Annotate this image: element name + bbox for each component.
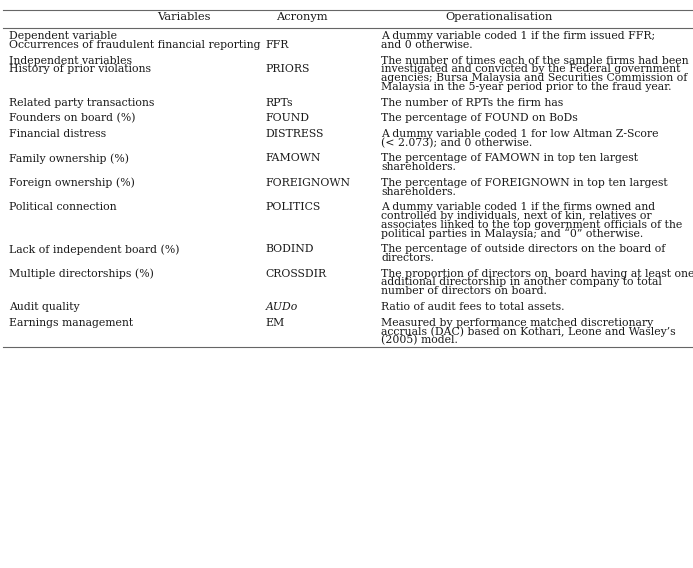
Text: and 0 otherwise.: and 0 otherwise. <box>381 40 473 50</box>
Text: number of directors on board.: number of directors on board. <box>381 286 547 296</box>
Text: A dummy variable coded 1 for low Altman Z-Score: A dummy variable coded 1 for low Altman … <box>381 129 658 139</box>
Text: directors.: directors. <box>381 253 434 263</box>
Text: The percentage of outside directors on the board of: The percentage of outside directors on t… <box>381 244 665 254</box>
Text: (2005) model.: (2005) model. <box>381 335 458 345</box>
Text: Variables: Variables <box>157 12 211 22</box>
Text: FOUND: FOUND <box>265 114 309 123</box>
Text: The proportion of directors on  board having at least one: The proportion of directors on board hav… <box>381 269 693 279</box>
Text: The percentage of FOUND on BoDs: The percentage of FOUND on BoDs <box>381 114 578 123</box>
Text: PRIORS: PRIORS <box>265 65 310 74</box>
Text: The percentage of FOREIGNOWN in top ten largest: The percentage of FOREIGNOWN in top ten … <box>381 178 668 188</box>
Text: The number of times each of the sample firms had been: The number of times each of the sample f… <box>381 56 689 66</box>
Text: Independent variables: Independent variables <box>9 56 132 66</box>
Text: shareholders.: shareholders. <box>381 162 456 172</box>
Text: Operationalisation: Operationalisation <box>446 12 552 22</box>
Text: Political connection: Political connection <box>9 202 116 212</box>
Text: accruals (DAC) based on Kothari, Leone and Wasley’s: accruals (DAC) based on Kothari, Leone a… <box>381 327 676 337</box>
Text: AUDᴏ: AUDᴏ <box>265 302 298 312</box>
Text: Occurrences of fraudulent financial reporting: Occurrences of fraudulent financial repo… <box>9 40 261 50</box>
Text: Acronym: Acronym <box>276 12 327 22</box>
Text: agencies; Bursa Malaysia and Securities Commission of: agencies; Bursa Malaysia and Securities … <box>381 73 687 83</box>
Text: Financial distress: Financial distress <box>9 129 106 139</box>
Text: associates linked to the top government officials of the: associates linked to the top government … <box>381 220 683 230</box>
Text: Measured by performance matched discretionary: Measured by performance matched discreti… <box>381 318 653 328</box>
Text: The percentage of FAMOWN in top ten largest: The percentage of FAMOWN in top ten larg… <box>381 153 638 164</box>
Text: BODIND: BODIND <box>265 244 314 254</box>
Text: additional directorship in another company to total: additional directorship in another compa… <box>381 278 662 287</box>
Text: Multiple directorships (%): Multiple directorships (%) <box>9 269 154 279</box>
Text: EM: EM <box>265 318 285 328</box>
Text: (< 2.073); and 0 otherwise.: (< 2.073); and 0 otherwise. <box>381 137 532 148</box>
Text: shareholders.: shareholders. <box>381 186 456 197</box>
Text: DISTRESS: DISTRESS <box>265 129 324 139</box>
Text: Dependent variable: Dependent variable <box>9 31 117 41</box>
Text: FFR: FFR <box>265 40 289 50</box>
Text: FAMOWN: FAMOWN <box>265 153 321 164</box>
Text: The number of RPTs the firm has: The number of RPTs the firm has <box>381 98 563 108</box>
Text: investigated and convicted by the Federal government: investigated and convicted by the Federa… <box>381 65 681 74</box>
Text: A dummy variable coded 1 if the firm issued FFR;: A dummy variable coded 1 if the firm iss… <box>381 31 656 41</box>
Text: Lack of independent board (%): Lack of independent board (%) <box>9 244 179 255</box>
Text: Earnings management: Earnings management <box>9 318 133 328</box>
Text: Family ownership (%): Family ownership (%) <box>9 153 129 164</box>
Text: Malaysia in the 5-year period prior to the fraud year.: Malaysia in the 5-year period prior to t… <box>381 82 672 92</box>
Text: RPTs: RPTs <box>265 98 293 108</box>
Text: Foreign ownership (%): Foreign ownership (%) <box>9 178 135 189</box>
Text: controlled by individuals, next of kin, relatives or: controlled by individuals, next of kin, … <box>381 211 652 221</box>
Text: POLITICS: POLITICS <box>265 202 321 212</box>
Text: A dummy variable coded 1 if the firms owned and: A dummy variable coded 1 if the firms ow… <box>381 202 656 212</box>
Text: History of prior violations: History of prior violations <box>9 65 151 74</box>
Text: Founders on board (%): Founders on board (%) <box>9 114 136 124</box>
Text: Related party transactions: Related party transactions <box>9 98 155 108</box>
Text: CROSSDIR: CROSSDIR <box>265 269 326 279</box>
Text: Audit quality: Audit quality <box>9 302 80 312</box>
Text: Ratio of audit fees to total assets.: Ratio of audit fees to total assets. <box>381 302 565 312</box>
Text: FOREIGNOWN: FOREIGNOWN <box>265 178 351 188</box>
Text: political parties in Malaysia; and “0” otherwise.: political parties in Malaysia; and “0” o… <box>381 229 643 239</box>
